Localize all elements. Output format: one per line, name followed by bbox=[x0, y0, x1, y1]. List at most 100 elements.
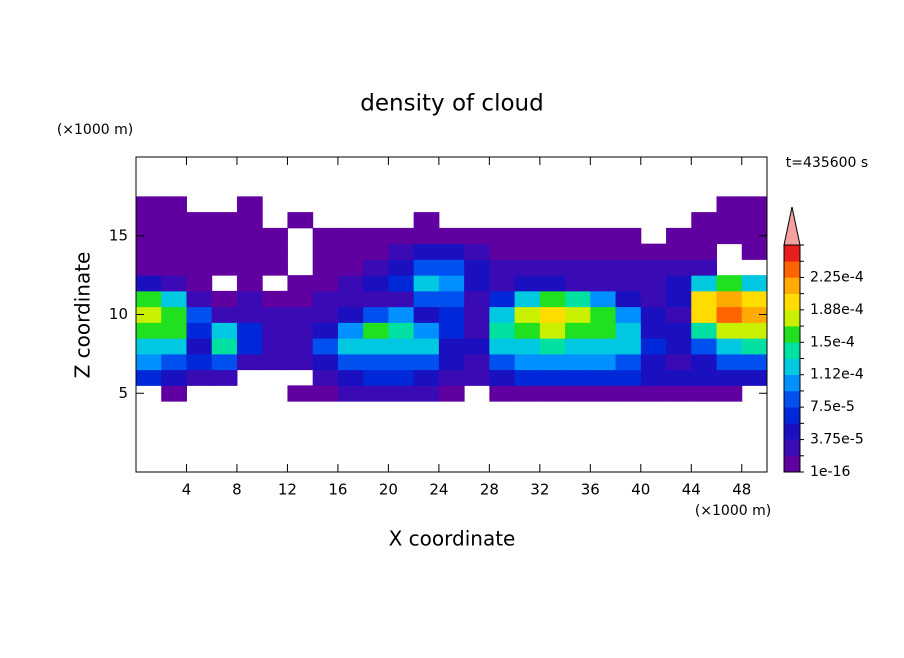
contour-cell bbox=[312, 385, 339, 402]
x-axis-label: X coordinate bbox=[389, 527, 516, 551]
contour-cell bbox=[236, 259, 263, 276]
contour-cell bbox=[337, 322, 364, 339]
contour-cell bbox=[287, 353, 314, 371]
contour-cell bbox=[741, 306, 768, 323]
contour-cell bbox=[363, 385, 389, 402]
contour-cell bbox=[312, 259, 339, 276]
x-unit: (×1000 m) bbox=[695, 503, 771, 519]
contour-cell bbox=[590, 243, 617, 260]
contour-cell bbox=[514, 353, 541, 371]
contour-cell bbox=[413, 259, 440, 276]
x-tick-label: 40 bbox=[631, 481, 650, 499]
contour-cell bbox=[161, 385, 187, 402]
contour-cell bbox=[615, 275, 642, 292]
contour-cell bbox=[691, 306, 718, 323]
contour-cell bbox=[161, 369, 187, 386]
contour-cell bbox=[136, 306, 162, 323]
contour-cell bbox=[615, 369, 642, 386]
contour-cell bbox=[590, 275, 617, 292]
contour-cell bbox=[539, 243, 566, 260]
contour-cell bbox=[590, 227, 617, 245]
contour-cell bbox=[666, 275, 692, 292]
contour-cell bbox=[615, 243, 642, 260]
contour-cell bbox=[716, 353, 743, 371]
contour-cell bbox=[438, 369, 465, 386]
contour-cell bbox=[236, 290, 263, 308]
contour-cell bbox=[363, 353, 389, 371]
contour-cell bbox=[388, 259, 415, 276]
colorbar-label: 7.5e-5 bbox=[810, 399, 855, 415]
contour-cell bbox=[716, 338, 743, 355]
colorbar-band bbox=[784, 358, 800, 376]
contour-cell bbox=[136, 243, 162, 260]
contour-cell bbox=[590, 353, 617, 371]
contour-cell bbox=[438, 259, 465, 276]
contour-cell bbox=[186, 243, 213, 260]
contour-cell bbox=[388, 275, 415, 292]
contour-cell bbox=[666, 306, 692, 323]
contour-cell bbox=[716, 322, 743, 339]
y-tick-label: 10 bbox=[109, 305, 128, 323]
colorbar-label: 1.5e-4 bbox=[810, 334, 855, 350]
contour-cell bbox=[337, 259, 364, 276]
contour-cell bbox=[716, 306, 743, 323]
contour-cell bbox=[565, 322, 591, 339]
contour-cell bbox=[514, 385, 541, 402]
contour-cell bbox=[438, 306, 465, 323]
contour-cell bbox=[615, 338, 642, 355]
contour-cell bbox=[388, 338, 415, 355]
y-axis-label: Z coordinate bbox=[71, 252, 95, 379]
contour-cell bbox=[539, 322, 566, 339]
colorbar-band bbox=[784, 293, 800, 311]
contour-cell bbox=[236, 212, 263, 229]
contour-cell bbox=[161, 338, 187, 355]
contour-cell bbox=[514, 227, 541, 245]
contour-cell bbox=[615, 353, 642, 371]
contour-cell bbox=[312, 322, 339, 339]
colorbar-band bbox=[784, 245, 800, 262]
contour-cell bbox=[186, 290, 213, 308]
x-tick-label: 48 bbox=[732, 481, 751, 499]
contour-cell bbox=[691, 338, 718, 355]
contour-cell bbox=[211, 369, 238, 386]
colorbar-band bbox=[784, 455, 800, 473]
contour-cell bbox=[136, 227, 162, 245]
contour-cell bbox=[413, 385, 440, 402]
contour-cell bbox=[464, 275, 490, 292]
contour-cell bbox=[489, 338, 516, 355]
contour-cell bbox=[136, 353, 162, 371]
contour-cell bbox=[312, 227, 339, 245]
contour-cell bbox=[539, 259, 566, 276]
contour-cell bbox=[489, 322, 516, 339]
contour-cell bbox=[161, 259, 187, 276]
contour-cell bbox=[666, 385, 692, 402]
colorbar-label: 2.25e-4 bbox=[810, 269, 864, 285]
contour-cell bbox=[590, 322, 617, 339]
contour-cell bbox=[186, 306, 213, 323]
contour-cell bbox=[186, 353, 213, 371]
contour-cell bbox=[287, 290, 314, 308]
contour-cell bbox=[716, 275, 743, 292]
contour-cell bbox=[363, 322, 389, 339]
contour-cell bbox=[464, 369, 490, 386]
colorbar-band bbox=[784, 407, 800, 424]
contour-cell bbox=[136, 338, 162, 355]
contour-cell bbox=[161, 306, 187, 323]
contour-cell bbox=[741, 322, 768, 339]
contour-cell bbox=[211, 338, 238, 355]
contour-cell bbox=[640, 322, 667, 339]
x-tick-label: 36 bbox=[581, 481, 600, 499]
colorbar-label: 3.75e-5 bbox=[810, 432, 864, 448]
colorbar-band bbox=[784, 309, 800, 327]
contour-cell bbox=[514, 290, 541, 308]
contour-cell bbox=[489, 227, 516, 245]
contour-cell bbox=[136, 275, 162, 292]
colorbar-label: 1e-16 bbox=[810, 464, 850, 480]
x-tick-label: 24 bbox=[429, 481, 448, 499]
x-tick-label: 28 bbox=[480, 481, 499, 499]
contour-cell bbox=[388, 322, 415, 339]
contour-cell bbox=[539, 353, 566, 371]
contour-cell bbox=[464, 306, 490, 323]
contour-cell bbox=[489, 306, 516, 323]
contour-cell bbox=[666, 369, 692, 386]
